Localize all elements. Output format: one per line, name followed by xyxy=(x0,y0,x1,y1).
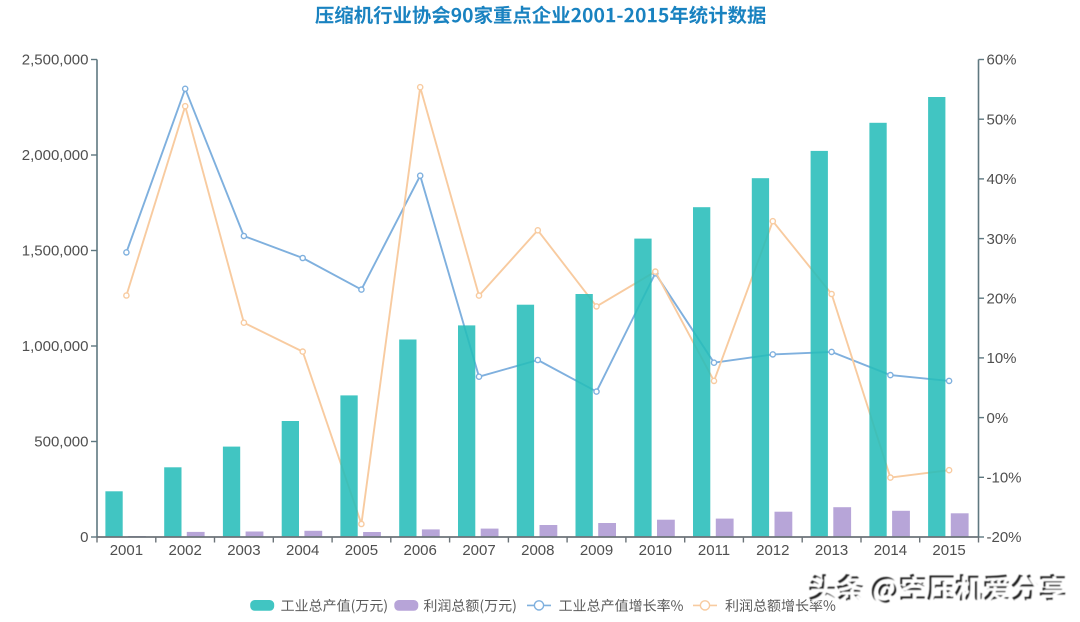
svg-text:2007: 2007 xyxy=(462,542,495,559)
svg-text:2002: 2002 xyxy=(169,542,202,559)
svg-text:1,500,000: 1,500,000 xyxy=(22,243,89,260)
svg-text:500,000: 500,000 xyxy=(34,434,88,451)
svg-text:2004: 2004 xyxy=(286,542,319,559)
svg-text:40%: 40% xyxy=(987,171,1017,188)
svg-text:2008: 2008 xyxy=(521,542,554,559)
svg-text:0%: 0% xyxy=(987,410,1009,427)
svg-text:2011: 2011 xyxy=(698,542,730,559)
svg-text:2010: 2010 xyxy=(639,542,672,559)
svg-text:2012: 2012 xyxy=(756,542,789,559)
svg-text:10%: 10% xyxy=(987,350,1017,367)
svg-text:2014: 2014 xyxy=(874,542,907,559)
svg-text:50%: 50% xyxy=(987,111,1017,128)
svg-text:-10%: -10% xyxy=(987,470,1022,487)
svg-text:0: 0 xyxy=(80,529,88,546)
svg-text:2015: 2015 xyxy=(932,542,965,559)
svg-text:30%: 30% xyxy=(987,231,1017,248)
svg-text:2003: 2003 xyxy=(227,542,260,559)
svg-text:2013: 2013 xyxy=(815,542,848,559)
svg-text:20%: 20% xyxy=(987,290,1017,307)
svg-text:2009: 2009 xyxy=(580,542,613,559)
svg-text:2005: 2005 xyxy=(345,542,378,559)
svg-text:2,500,000: 2,500,000 xyxy=(22,52,89,69)
svg-text:-20%: -20% xyxy=(987,529,1022,546)
svg-text:2006: 2006 xyxy=(404,542,437,559)
svg-text:2001: 2001 xyxy=(110,542,143,559)
svg-text:1,000,000: 1,000,000 xyxy=(22,338,89,355)
svg-text:60%: 60% xyxy=(987,52,1017,69)
svg-text:2,000,000: 2,000,000 xyxy=(22,147,89,164)
